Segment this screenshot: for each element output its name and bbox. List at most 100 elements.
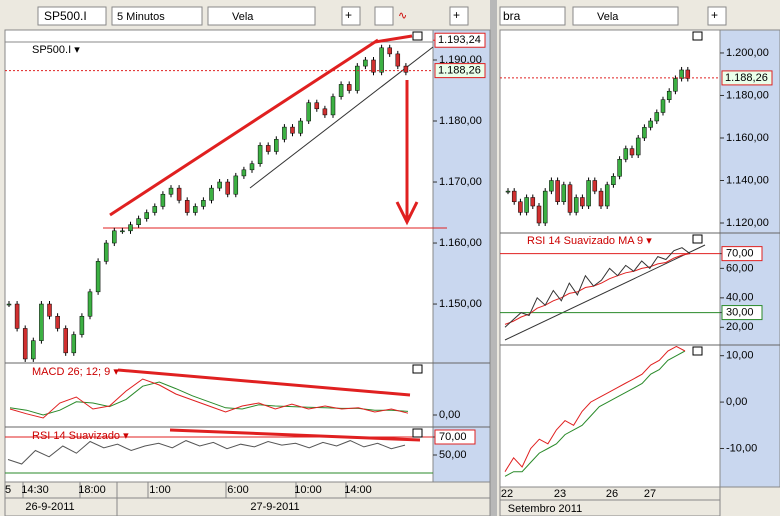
candle xyxy=(103,242,109,262)
candle xyxy=(193,206,198,213)
candle xyxy=(549,180,554,192)
indicator-line xyxy=(9,381,409,416)
candle xyxy=(403,65,409,73)
candle xyxy=(257,145,263,164)
symbol-box[interactable] xyxy=(499,6,566,26)
add-button[interactable] xyxy=(449,6,469,26)
candle xyxy=(642,127,647,139)
level-box xyxy=(434,429,476,445)
candle xyxy=(209,187,214,201)
x-tick-label: 22 xyxy=(501,488,513,500)
x-tick-label: 18:00 xyxy=(78,484,106,496)
left-plot xyxy=(4,29,434,483)
indicator-line xyxy=(7,440,406,465)
candle xyxy=(679,69,684,79)
grid-button[interactable] xyxy=(374,6,394,26)
interval: 5 Minutos xyxy=(117,11,165,23)
date-axis xyxy=(499,499,721,516)
y-tick-label: 0,00 xyxy=(439,409,460,421)
price-box xyxy=(434,63,486,79)
pane-button[interactable] xyxy=(412,428,423,438)
y-tick-label: 1.190,00 xyxy=(439,54,482,66)
style: Vela xyxy=(597,11,619,23)
candle xyxy=(152,206,158,213)
candle xyxy=(63,328,68,354)
candle xyxy=(176,187,182,201)
price-box xyxy=(721,70,773,86)
add-icon: + xyxy=(711,8,718,22)
indicator-line xyxy=(504,247,691,328)
rsi-trend-line xyxy=(169,428,421,442)
pane-header: RSI 14 Suavizado MA 9 ▾ xyxy=(527,235,652,247)
symbol-box[interactable] xyxy=(37,6,107,26)
pane-button[interactable] xyxy=(692,346,703,356)
candle xyxy=(201,200,206,207)
y-tick-label: 40,00 xyxy=(726,292,754,304)
candle xyxy=(580,197,585,207)
macd-trend-line xyxy=(117,368,411,397)
candle xyxy=(217,181,222,189)
x-tick-label: 14:00 xyxy=(344,484,372,496)
candle xyxy=(282,126,287,140)
pane-button[interactable] xyxy=(412,364,423,374)
y-tick-label: 0,00 xyxy=(726,396,747,408)
pane-button[interactable] xyxy=(412,31,423,41)
candle xyxy=(71,334,77,354)
price-box xyxy=(434,32,486,48)
y-tick-label: 1.140,00 xyxy=(726,174,769,186)
y-tick-label: 1.180,00 xyxy=(726,89,769,101)
candle xyxy=(290,126,295,134)
candle xyxy=(314,102,320,110)
candle xyxy=(249,163,255,171)
candle xyxy=(536,205,542,224)
candle xyxy=(265,145,271,152)
candle xyxy=(168,187,174,195)
candle xyxy=(233,175,239,195)
y-tick-label: 70,00 xyxy=(439,431,467,443)
candle xyxy=(355,65,360,91)
style-dropdown[interactable] xyxy=(207,6,316,26)
candle xyxy=(371,59,376,73)
pane-header: MACD 26; 12; 9 ▾ xyxy=(32,366,119,378)
pane-header: RSI 14 Suavizado ▾ xyxy=(32,430,129,442)
y-tick-label: 10,00 xyxy=(726,350,754,362)
y-tick-label: 60,00 xyxy=(726,262,754,274)
candle xyxy=(136,218,141,225)
candle xyxy=(306,102,311,122)
down-arrow-head xyxy=(395,201,419,226)
candle xyxy=(144,212,149,219)
interval-dropdown[interactable] xyxy=(111,6,203,26)
candle xyxy=(561,184,567,203)
candle xyxy=(573,197,579,213)
x-tick-label: 26 xyxy=(606,488,618,500)
y-tick-label: 30,00 xyxy=(726,306,754,318)
pane-button[interactable] xyxy=(692,234,703,244)
crosshair-button[interactable] xyxy=(341,6,361,26)
candle xyxy=(511,190,517,203)
style: Vela xyxy=(232,11,254,23)
y-tick-label: 1.170,00 xyxy=(439,176,482,188)
candle xyxy=(274,139,279,152)
candle xyxy=(120,230,125,233)
candle xyxy=(31,340,36,360)
add-button[interactable] xyxy=(707,6,727,26)
pane-button[interactable] xyxy=(692,31,703,41)
candle xyxy=(22,328,28,360)
y-tick-label: -10,00 xyxy=(726,442,757,454)
candle xyxy=(346,84,352,91)
candle xyxy=(14,303,20,329)
candle xyxy=(95,261,101,293)
candle xyxy=(685,69,691,79)
style-dropdown[interactable] xyxy=(572,6,679,26)
candle xyxy=(87,291,93,317)
y-tick-label: 1.120,00 xyxy=(726,217,769,229)
x-tick-label: 1:00 xyxy=(149,484,170,496)
candle xyxy=(524,197,529,213)
indicator-line xyxy=(504,350,686,477)
candle xyxy=(79,315,85,335)
indicator-line xyxy=(504,253,691,325)
candle xyxy=(322,108,328,116)
level-box xyxy=(721,246,763,262)
candle xyxy=(128,224,133,232)
